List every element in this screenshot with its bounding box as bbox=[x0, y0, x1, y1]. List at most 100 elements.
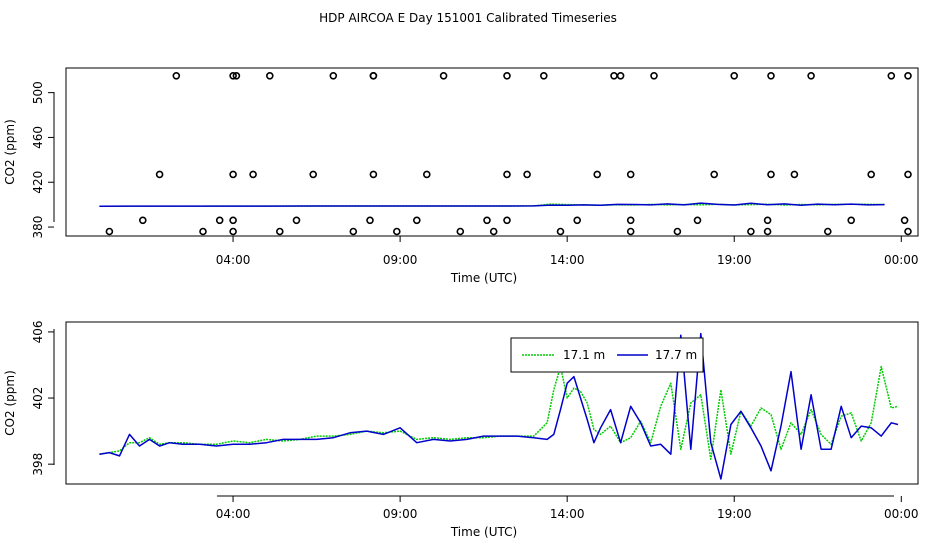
data-point-marker bbox=[275, 227, 284, 236]
chart-title: HDP AIRCOA E Day 151001 Calibrated Times… bbox=[319, 11, 617, 25]
data-point-marker bbox=[807, 72, 815, 80]
data-point-marker bbox=[593, 170, 602, 179]
data-point-marker bbox=[232, 72, 241, 80]
data-point-marker bbox=[693, 216, 702, 225]
data-point-marker bbox=[215, 216, 224, 225]
data-point-marker bbox=[539, 72, 548, 80]
data-point-marker bbox=[265, 72, 274, 80]
data-point-marker bbox=[249, 170, 257, 179]
data-point-marker bbox=[626, 170, 635, 179]
y-tick-label: 402 bbox=[31, 387, 45, 410]
top-y-axis-label: CO2 (ppm) bbox=[3, 119, 17, 185]
series-line-solid-1 bbox=[99, 202, 885, 207]
data-point-marker bbox=[626, 216, 635, 225]
x-tick-label: 04:00 bbox=[216, 507, 251, 521]
data-point-marker bbox=[139, 216, 147, 225]
x-tick-label: 04:00 bbox=[216, 253, 251, 267]
x-tick-label: 19:00 bbox=[717, 507, 752, 521]
data-point-marker bbox=[422, 170, 431, 179]
data-point-marker bbox=[556, 227, 565, 236]
data-point-marker bbox=[763, 216, 772, 225]
bottom-plot-frame bbox=[65, 321, 919, 485]
data-point-marker bbox=[392, 227, 401, 236]
data-point-marker bbox=[650, 72, 658, 80]
bottom-panel: 04:00 09:00 14:00 19:00 00:00 398 402 406 Time… bbox=[3, 320, 919, 539]
data-point-marker bbox=[747, 227, 755, 236]
series-line-17-7-m bbox=[99, 332, 899, 480]
data-point-marker bbox=[904, 227, 912, 236]
x-tick-label: 19:00 bbox=[717, 253, 752, 267]
data-point-marker bbox=[904, 170, 912, 179]
data-point-marker bbox=[904, 72, 912, 80]
bottom-series bbox=[99, 332, 899, 480]
data-point-marker bbox=[105, 227, 114, 236]
data-point-marker bbox=[730, 72, 739, 80]
top-panel: 04:00 09:00 14:00 19:00 00:00 380 420 460 500 T… bbox=[3, 67, 919, 285]
data-point-marker bbox=[366, 216, 374, 225]
bottom-y-ticks: 398 402 406 bbox=[31, 320, 54, 476]
data-point-marker bbox=[172, 72, 181, 80]
y-tick-label: 380 bbox=[31, 216, 45, 239]
data-point-marker bbox=[369, 170, 378, 179]
data-point-marker bbox=[229, 170, 237, 179]
top-series bbox=[99, 202, 885, 208]
y-tick-label: 500 bbox=[31, 81, 45, 104]
data-point-marker bbox=[292, 216, 301, 225]
y-tick-label: 460 bbox=[31, 126, 45, 149]
y-tick-label: 406 bbox=[31, 320, 45, 343]
data-point-marker bbox=[847, 216, 856, 225]
data-point-marker bbox=[229, 216, 237, 225]
data-point-marker bbox=[503, 72, 511, 80]
top-x-axis-label: Time (UTC) bbox=[450, 271, 517, 285]
data-point-marker bbox=[616, 72, 625, 80]
x-tick-label: 09:00 bbox=[383, 253, 418, 267]
data-point-marker bbox=[767, 170, 775, 179]
top-markers bbox=[105, 72, 912, 236]
data-point-marker bbox=[439, 72, 448, 80]
data-point-marker bbox=[673, 227, 682, 236]
data-point-marker bbox=[229, 72, 237, 80]
data-point-marker bbox=[823, 227, 832, 236]
data-point-marker bbox=[155, 170, 164, 179]
x-tick-label: 14:00 bbox=[550, 253, 585, 267]
data-point-marker bbox=[349, 227, 358, 236]
data-point-marker bbox=[900, 216, 909, 225]
x-tick-label: 14:00 bbox=[550, 507, 585, 521]
data-point-marker bbox=[229, 227, 237, 236]
bottom-x-ticks: 04:00 09:00 14:00 19:00 00:00 bbox=[216, 496, 919, 521]
data-point-marker bbox=[309, 170, 318, 179]
data-point-marker bbox=[790, 170, 799, 179]
legend-label-17-1m: 17.1 m bbox=[563, 348, 605, 362]
data-point-marker bbox=[503, 170, 511, 179]
data-point-marker bbox=[369, 72, 378, 80]
data-point-marker bbox=[483, 216, 491, 225]
data-point-marker bbox=[626, 227, 635, 236]
data-point-marker bbox=[489, 227, 498, 236]
data-point-marker bbox=[767, 72, 775, 80]
data-point-marker bbox=[867, 170, 876, 179]
data-point-marker bbox=[610, 72, 618, 80]
data-point-marker bbox=[329, 72, 338, 80]
legend-label-17-7m: 17.7 m bbox=[655, 348, 697, 362]
x-tick-label: 09:00 bbox=[383, 507, 418, 521]
top-x-ticks: 04:00 09:00 14:00 19:00 00:00 bbox=[216, 236, 919, 267]
bottom-x-axis-label: Time (UTC) bbox=[450, 525, 517, 539]
top-plot-frame bbox=[65, 67, 919, 237]
data-point-marker bbox=[573, 216, 582, 225]
y-tick-label: 398 bbox=[31, 453, 45, 476]
top-y-ticks: 380 420 460 500 bbox=[31, 81, 54, 238]
x-tick-label: 00:00 bbox=[884, 253, 919, 267]
data-point-marker bbox=[456, 227, 465, 236]
data-point-marker bbox=[523, 170, 531, 179]
data-point-marker bbox=[887, 72, 896, 80]
x-tick-label: 00:00 bbox=[884, 507, 919, 521]
series-line-17-1-m bbox=[99, 365, 899, 460]
data-point-marker bbox=[763, 227, 772, 236]
bottom-y-axis-label: CO2 (ppm) bbox=[3, 370, 17, 436]
data-point-marker bbox=[199, 227, 207, 236]
data-point-marker bbox=[710, 170, 719, 179]
data-point-marker bbox=[503, 216, 511, 225]
legend: 17.1 m 17.7 m bbox=[510, 337, 704, 373]
